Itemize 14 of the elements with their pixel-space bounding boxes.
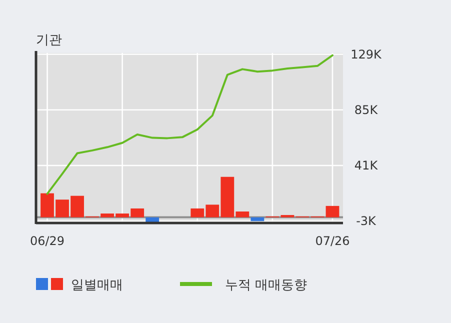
bar: [326, 206, 340, 218]
line-series: [46, 54, 334, 195]
x-tick-label: 07/26: [315, 234, 350, 248]
legend-label: 누적 매매동향: [225, 278, 308, 293]
legend-일별매매: 일별매매: [36, 278, 123, 293]
bar: [250, 217, 264, 222]
legend-label: 일별매매: [71, 278, 123, 293]
y-tick-label: 85K: [354, 102, 379, 117]
y-tick-label: 41K: [354, 158, 379, 172]
y-tick-label: -3K: [356, 214, 378, 228]
x-tick-label: 06/29: [30, 234, 65, 248]
chart-title: 기관: [36, 33, 62, 48]
y-tick-label: 129K: [350, 47, 383, 62]
bar: [146, 217, 160, 222]
